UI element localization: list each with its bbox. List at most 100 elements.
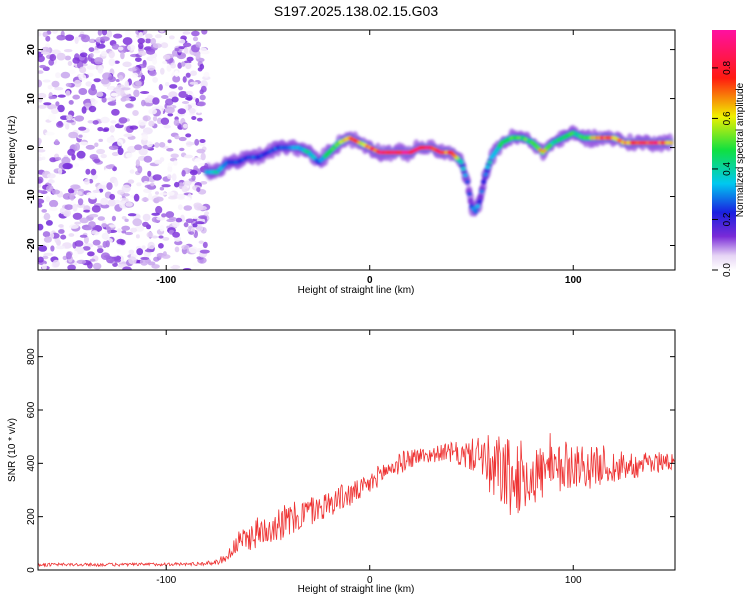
noise-blob — [67, 264, 76, 270]
noise-blob — [195, 221, 205, 225]
noise-blob — [74, 230, 79, 238]
noise-blob — [65, 123, 70, 130]
noise-blob — [55, 72, 61, 79]
noise-blob — [83, 178, 90, 185]
noise-blob — [137, 38, 145, 44]
noise-blob — [147, 241, 155, 250]
noise-blob — [76, 203, 86, 208]
noise-blob — [110, 120, 117, 124]
noise-blob — [92, 239, 101, 246]
noise-blob — [38, 55, 45, 63]
noise-blob — [159, 224, 165, 232]
noise-blob — [90, 98, 96, 103]
noise-blob — [160, 67, 165, 75]
noise-blob — [122, 37, 133, 46]
noise-blob — [165, 106, 175, 114]
noise-blob — [110, 92, 118, 97]
noise-blob — [117, 263, 128, 268]
noise-blob — [85, 81, 92, 87]
noise-blob — [197, 101, 206, 107]
noise-blob — [100, 116, 110, 124]
y-tick-label: 0 — [26, 144, 37, 150]
noise-blob — [116, 248, 121, 253]
noise-blob — [52, 259, 60, 268]
noise-blob — [65, 251, 72, 260]
noise-blob — [184, 154, 193, 159]
noise-blob — [90, 168, 97, 176]
noise-blob — [100, 181, 109, 186]
noise-blob — [199, 89, 204, 95]
noise-blob — [63, 211, 70, 217]
noise-blob — [122, 266, 132, 270]
colorbar-tick-label: 0.2 — [722, 212, 733, 226]
ridge-core — [464, 179, 470, 184]
noise-blob — [105, 164, 114, 170]
noise-blob — [111, 215, 116, 222]
noise-blob — [168, 91, 178, 98]
ridge-mid — [467, 197, 474, 205]
noise-blob — [118, 46, 124, 51]
noise-blob — [81, 106, 87, 114]
snr-series-line — [38, 433, 675, 568]
colorbar-gradient — [712, 30, 736, 270]
noise-blob — [182, 123, 188, 129]
noise-blob — [38, 176, 44, 184]
noise-blob — [172, 231, 181, 238]
noise-blob — [134, 214, 141, 219]
noise-blob — [109, 253, 118, 257]
noise-blob — [133, 89, 140, 98]
noise-blob — [76, 150, 86, 159]
noise-blob — [89, 193, 97, 200]
x-tick-label: -100 — [156, 275, 176, 286]
noise-blob — [60, 234, 67, 240]
noise-blob — [167, 191, 175, 196]
noise-blob — [203, 71, 210, 78]
noise-blob — [135, 57, 142, 62]
ridge-core — [487, 160, 493, 165]
noise-blob — [117, 147, 124, 156]
noise-blob — [173, 160, 178, 166]
noise-blob — [115, 100, 122, 109]
noise-blob — [117, 194, 123, 202]
noise-blob — [148, 120, 155, 127]
noise-blob — [116, 238, 125, 245]
noise-blob — [49, 206, 58, 212]
noise-blob — [129, 125, 139, 130]
y-tick-label: -10 — [26, 189, 37, 204]
noise-blob — [117, 139, 124, 147]
noise-blob — [41, 263, 47, 270]
noise-blob — [111, 43, 120, 50]
noise-blob — [145, 38, 152, 44]
noise-blob — [77, 198, 84, 206]
noise-blob — [155, 191, 159, 195]
noise-blob — [66, 114, 73, 121]
noise-blob — [38, 32, 42, 37]
noise-blob — [43, 212, 51, 221]
ridge-core — [481, 179, 487, 184]
noise-blob — [42, 79, 51, 83]
noise-blob — [200, 152, 206, 161]
noise-blob — [74, 221, 81, 225]
noise-blob — [70, 184, 81, 190]
spectral-ridge — [203, 125, 674, 217]
noise-blob — [55, 245, 66, 250]
noise-blob — [45, 131, 55, 136]
noise-blob — [64, 34, 75, 41]
figure-title: S197.2025.138.02.15.G03 — [274, 3, 438, 19]
noise-blob — [130, 227, 138, 233]
noise-blob — [155, 196, 164, 202]
noise-blob — [65, 82, 72, 87]
noise-blob — [85, 168, 91, 175]
noise-blob — [182, 76, 187, 83]
noise-blob — [101, 223, 108, 228]
colorbar-tick-label: 0.6 — [722, 111, 733, 125]
noise-blob — [167, 174, 172, 180]
noise-blob — [162, 60, 168, 65]
noise-blob — [38, 92, 47, 99]
y-tick-label: 200 — [26, 508, 37, 525]
noise-blob — [81, 34, 90, 43]
noise-blob — [106, 30, 113, 38]
noise-blob — [67, 148, 75, 156]
noise-blob — [125, 152, 133, 158]
noise-blob — [51, 80, 60, 88]
